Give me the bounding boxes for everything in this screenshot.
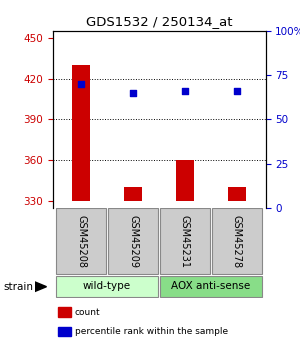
Title: GDS1532 / 250134_at: GDS1532 / 250134_at bbox=[86, 16, 232, 29]
Text: AOX anti-sense: AOX anti-sense bbox=[171, 281, 250, 291]
Text: GSM45278: GSM45278 bbox=[232, 215, 242, 268]
Bar bbox=[228, 187, 246, 201]
Bar bbox=[56, 208, 106, 274]
Bar bbox=[56, 276, 158, 297]
Bar bbox=[176, 160, 194, 201]
Text: count: count bbox=[75, 308, 100, 317]
Bar bbox=[124, 187, 142, 201]
Polygon shape bbox=[34, 282, 46, 292]
Point bbox=[130, 90, 135, 96]
Bar bbox=[160, 276, 262, 297]
Bar bbox=[212, 208, 262, 274]
Text: wild-type: wild-type bbox=[83, 281, 131, 291]
Point bbox=[79, 81, 83, 87]
Text: GSM45208: GSM45208 bbox=[76, 215, 86, 268]
Bar bbox=[160, 208, 210, 274]
Point bbox=[235, 88, 239, 94]
Bar bbox=[108, 208, 158, 274]
Text: GSM45209: GSM45209 bbox=[128, 215, 138, 268]
Text: percentile rank within the sample: percentile rank within the sample bbox=[75, 327, 228, 336]
Point bbox=[183, 88, 188, 94]
Text: strain: strain bbox=[3, 282, 33, 292]
Bar bbox=[72, 65, 90, 201]
Text: GSM45231: GSM45231 bbox=[180, 215, 190, 268]
